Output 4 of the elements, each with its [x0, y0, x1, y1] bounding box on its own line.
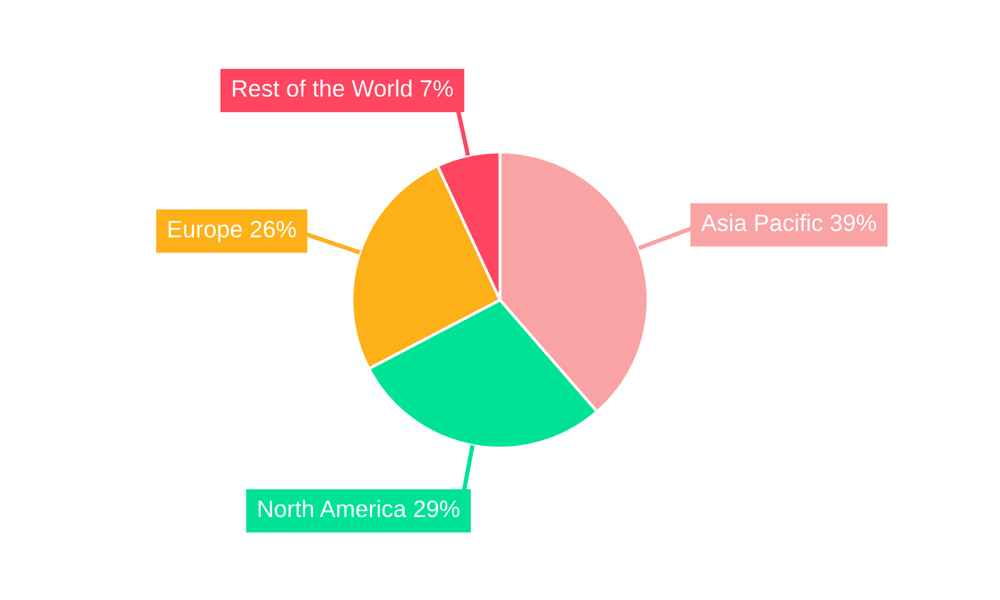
slice-label: North America 29% [258, 500, 460, 518]
slice-label: Europe 26% [168, 220, 296, 242]
slice-label: Asia Pacific 39% [701, 214, 876, 232]
slice-label: Rest of the World 7% [232, 79, 453, 97]
